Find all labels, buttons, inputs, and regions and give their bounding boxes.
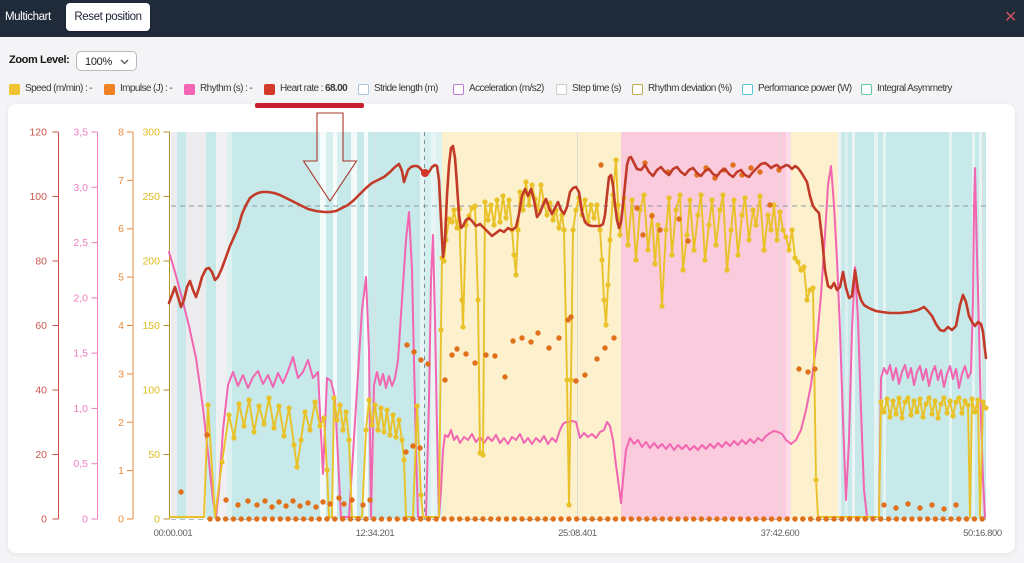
svg-text:50:16.800: 50:16.800: [963, 528, 1002, 539]
svg-text:0: 0: [118, 514, 124, 526]
svg-text:7: 7: [118, 175, 124, 187]
svg-text:25:08.401: 25:08.401: [558, 528, 597, 539]
svg-text:2,0: 2,0: [73, 292, 88, 304]
svg-text:1,0: 1,0: [73, 403, 88, 415]
svg-text:2: 2: [118, 417, 124, 429]
svg-text:40: 40: [35, 385, 47, 397]
svg-text:50: 50: [148, 449, 160, 461]
svg-text:3,0: 3,0: [73, 182, 88, 194]
svg-text:200: 200: [142, 256, 160, 268]
svg-text:4: 4: [118, 320, 124, 332]
svg-text:5: 5: [118, 272, 124, 284]
svg-text:0,5: 0,5: [73, 458, 88, 470]
svg-text:0: 0: [41, 514, 47, 526]
svg-text:80: 80: [35, 256, 47, 268]
svg-text:100: 100: [29, 191, 47, 203]
svg-text:00:00.001: 00:00.001: [154, 528, 193, 539]
svg-text:2,5: 2,5: [73, 237, 88, 249]
svg-text:12:34.201: 12:34.201: [356, 528, 395, 539]
svg-text:6: 6: [118, 223, 124, 235]
svg-text:300: 300: [142, 127, 160, 139]
svg-text:250: 250: [142, 191, 160, 203]
svg-text:100: 100: [142, 385, 160, 397]
svg-text:60: 60: [35, 320, 47, 332]
svg-text:8: 8: [118, 127, 124, 139]
svg-text:1,5: 1,5: [73, 348, 88, 360]
svg-text:0: 0: [82, 514, 88, 526]
svg-text:1: 1: [118, 465, 124, 477]
svg-text:0: 0: [154, 514, 160, 526]
svg-text:120: 120: [29, 127, 47, 139]
svg-text:3,5: 3,5: [73, 127, 88, 139]
svg-text:37:42.600: 37:42.600: [761, 528, 800, 539]
svg-text:150: 150: [142, 320, 160, 332]
svg-text:3: 3: [118, 368, 124, 380]
svg-text:20: 20: [35, 449, 47, 461]
